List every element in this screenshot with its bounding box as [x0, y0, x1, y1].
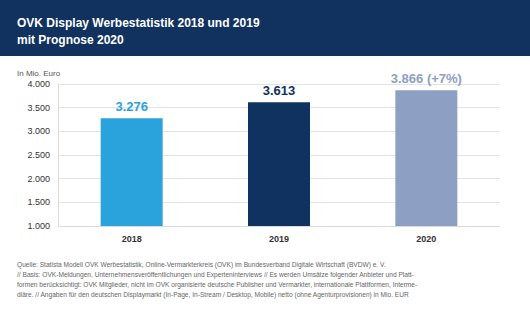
svg-text:In Mio. Euro: In Mio. Euro — [17, 69, 61, 78]
svg-text:2.000: 2.000 — [27, 174, 50, 184]
svg-text:Quelle: Statista Modell OVK We: Quelle: Statista Modell OVK Werbestatist… — [17, 261, 386, 269]
svg-text:mit Prognose 2020: mit Prognose 2020 — [17, 33, 124, 47]
svg-text:1.500: 1.500 — [27, 197, 50, 207]
svg-text:2.500: 2.500 — [27, 150, 50, 160]
svg-text:3.866 (+7%): 3.866 (+7%) — [391, 71, 462, 86]
svg-text:OVK Display Werbestatistik 201: OVK Display Werbestatistik 2018 und 2019 — [17, 16, 260, 30]
svg-text:diäre. // Angaben für den deut: diäre. // Angaben für den deutschen Disp… — [17, 291, 409, 299]
svg-text:2018: 2018 — [122, 234, 142, 244]
svg-text:// Basis: OVK-Meldungen, Unter: // Basis: OVK-Meldungen, Unternehmensver… — [17, 271, 414, 279]
svg-text:3.000: 3.000 — [27, 126, 50, 136]
svg-text:formen berücksichtigt: OVK Mit: formen berücksichtigt: OVK Mitglieder, n… — [17, 281, 417, 289]
svg-text:2019: 2019 — [269, 234, 289, 244]
svg-text:2020: 2020 — [416, 234, 436, 244]
svg-text:3.500: 3.500 — [27, 103, 50, 113]
svg-text:3.613: 3.613 — [263, 83, 296, 98]
svg-text:3.276: 3.276 — [115, 99, 148, 114]
svg-text:4.000: 4.000 — [27, 79, 50, 89]
svg-text:1.000: 1.000 — [27, 221, 50, 231]
